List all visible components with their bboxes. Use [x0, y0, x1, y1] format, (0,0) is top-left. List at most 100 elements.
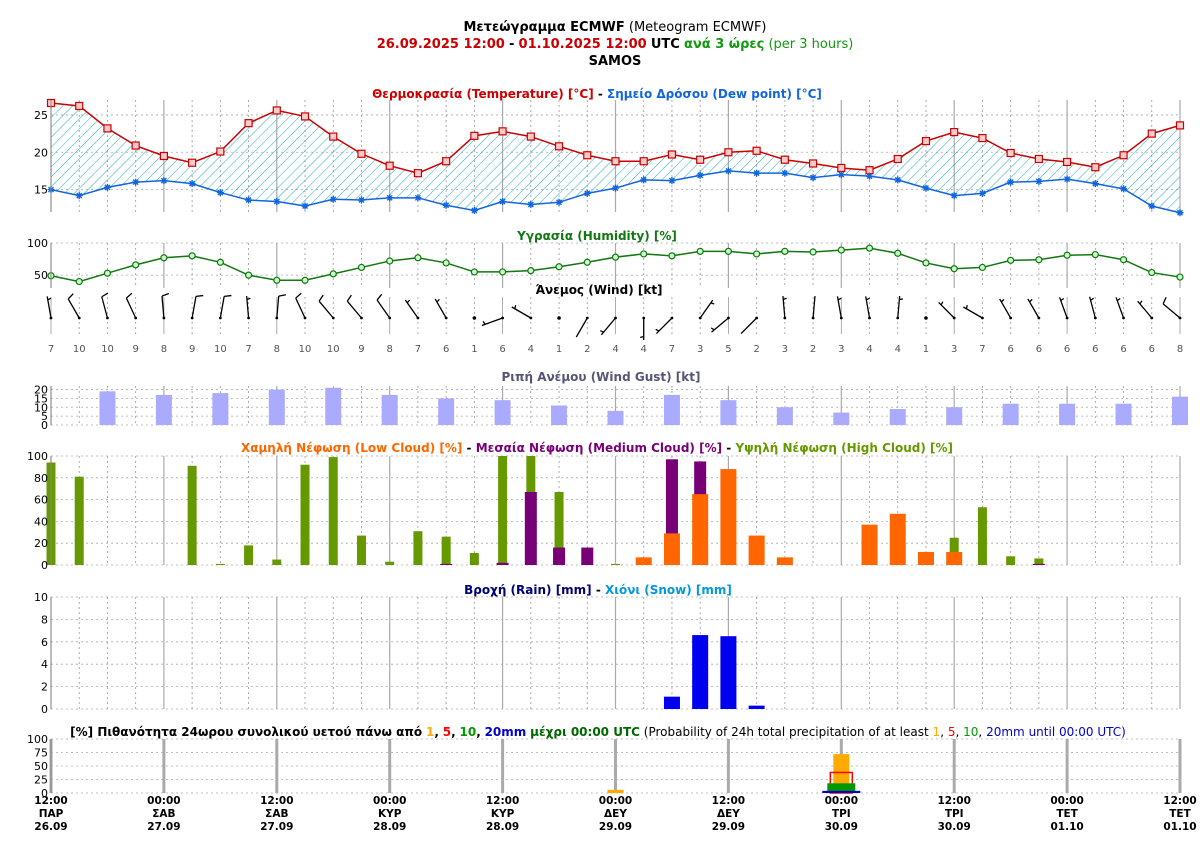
high-cloud-bar: [244, 545, 254, 565]
wind-barb: [1115, 297, 1125, 319]
temperature-panel-title: Θερμοκρασία (Temperature) [°C] - Σημείο …: [372, 87, 822, 101]
wind-barb: [161, 292, 170, 319]
dewpoint-point: [1091, 180, 1099, 188]
temperature-point: [75, 101, 84, 111]
dewpoint-point: [1007, 178, 1015, 186]
temperature-point: [667, 150, 677, 159]
x-date-label: 27.09: [147, 821, 180, 833]
x-time-label: 00:00: [599, 795, 632, 807]
high-cloud-bar: [413, 531, 423, 565]
high-cloud-bar: [441, 536, 451, 565]
wind-speed-label: 7: [48, 344, 54, 355]
dewpoint-point: [696, 171, 704, 179]
precip-ytick: 2: [41, 681, 48, 694]
rain-bar: [663, 696, 680, 709]
cloud-ytick: 20: [34, 537, 48, 550]
x-date-label: 28.09: [486, 821, 519, 833]
wind-speed-label: 1: [471, 344, 477, 355]
humidity-ytick: 50: [34, 269, 48, 282]
high-cloud-bar: [328, 457, 338, 565]
wind-speed-label: 7: [669, 344, 675, 355]
gust-bar: [1002, 403, 1019, 425]
temperature-point: [808, 159, 818, 168]
wind-barb-calm: [472, 316, 477, 320]
dewpoint-point: [1035, 177, 1043, 185]
gust-bar: [99, 391, 116, 425]
gust-bar: [663, 394, 680, 425]
gust-bar: [212, 393, 229, 425]
dewpoint-point: [132, 178, 140, 186]
wind-speed-label: 6: [1149, 344, 1155, 355]
x-date-label: 30.09: [938, 821, 971, 833]
dewpoint-point: [103, 183, 111, 191]
temperature-point: [554, 142, 564, 151]
humidity-point: [865, 244, 874, 252]
dewpoint-point: [470, 207, 478, 215]
temperature-point: [131, 141, 140, 150]
low-cloud-bar: [720, 469, 737, 565]
wind-barb-base: [981, 316, 984, 320]
temperature-point: [752, 146, 761, 155]
wind-barb-base: [755, 316, 759, 320]
wind-speed-label: 9: [189, 344, 195, 355]
high-cloud-bar: [74, 476, 84, 565]
precip-ytick: 4: [41, 658, 48, 671]
humidity-point: [244, 271, 253, 279]
humidity-point: [922, 259, 930, 267]
gust-bar: [776, 407, 793, 425]
wind-speed-label: 8: [387, 344, 393, 355]
gust-bar: [1115, 403, 1132, 425]
probability-panel-title: [%] Πιθανότητα 24ωρου συνολικού υετού πά…: [70, 725, 1126, 739]
wind-barb-base: [444, 316, 448, 320]
rain-bar: [692, 635, 709, 709]
wind-speed-label: 10: [214, 344, 227, 355]
dewpoint-point: [612, 184, 619, 192]
humidity-point: [978, 263, 987, 272]
dewpoint-point: [357, 196, 365, 204]
x-date-label: 27.09: [260, 821, 293, 833]
low-cloud-bar: [692, 494, 709, 565]
humidity-point: [357, 263, 366, 272]
x-time-label: 12:00: [260, 795, 293, 807]
dewpoint-point: [555, 198, 563, 206]
x-date-label: 26.09: [34, 821, 67, 833]
wind-barb-base: [670, 316, 674, 320]
temperature-ytick: 25: [34, 109, 48, 122]
wind-barb: [1089, 296, 1096, 319]
gust-bar: [946, 407, 963, 425]
humidity-point: [1035, 256, 1043, 264]
wind-speed-label: 4: [895, 344, 901, 355]
wind-speed-label: 1: [923, 344, 929, 355]
wind-speed-label: 6: [1007, 344, 1013, 355]
prob-1mm-bar: [607, 789, 624, 793]
wind-speed-label: 10: [73, 344, 86, 355]
chart-title: Μετεώγραμμα ECMWF (Meteogram ECMWF): [463, 20, 766, 35]
high-cloud-bar: [949, 537, 959, 565]
dewpoint-point: [414, 194, 422, 202]
low-cloud-bar: [946, 551, 963, 565]
mid-cloud-bar: [440, 563, 453, 565]
x-time-label: 12:00: [937, 795, 970, 807]
rain-bar: [720, 636, 737, 709]
high-cloud-bar: [187, 465, 197, 565]
humidity-point: [1091, 250, 1099, 259]
wind-speed-label: 2: [753, 344, 759, 355]
wind-barb: [318, 294, 334, 319]
wind-barb: [782, 296, 787, 319]
temperature-point: [357, 149, 366, 158]
chart-period: 26.09.2025 12:00 - 01.10.2025 12:00 UTC …: [377, 37, 854, 52]
temperature-point: [696, 155, 705, 164]
temperature-point: [921, 136, 931, 146]
dewpoint-point: [837, 171, 845, 179]
dewpoint-point: [273, 198, 281, 206]
wind-barb: [191, 294, 204, 319]
humidity-point: [414, 254, 422, 262]
wind-panel-title: Άνεμος (Wind) [kt]: [535, 283, 662, 297]
wind-barb-calm: [924, 316, 928, 320]
high-cloud-bar: [554, 491, 564, 565]
cloud-ytick: 40: [34, 515, 48, 528]
humidity-point: [386, 257, 394, 265]
wind-speed-label: 2: [584, 344, 590, 355]
temperature-point: [385, 161, 394, 170]
wind-speed-label: 8: [161, 344, 167, 355]
